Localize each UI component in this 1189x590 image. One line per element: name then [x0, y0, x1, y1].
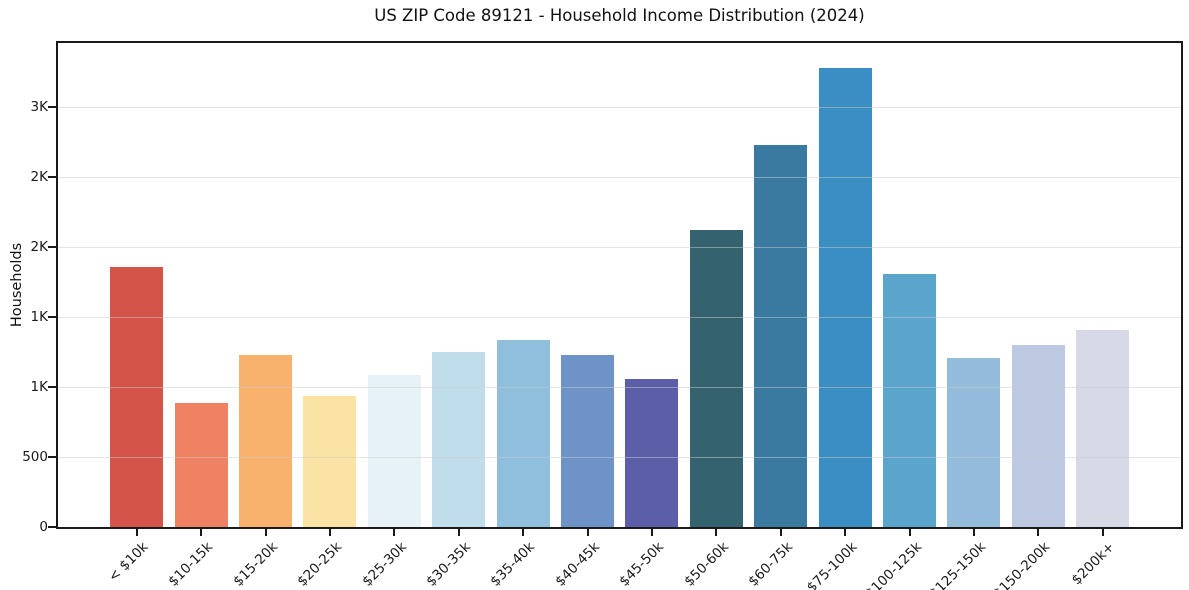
- xtick-mark-14: [1037, 529, 1040, 536]
- ytick-label-1500: 1K: [30, 309, 48, 326]
- ytick-label-1000: 1K: [30, 379, 48, 396]
- xtick-mark-1: [200, 529, 203, 536]
- xtick-mark-13: [972, 529, 975, 536]
- bar-10-15k: [174, 402, 228, 527]
- bar-150-200k: [1011, 345, 1065, 527]
- xtick-label-100-125k: $100-125k: [862, 539, 925, 590]
- ytick-label-3000: 3K: [30, 99, 48, 116]
- bar-100-125k: [883, 273, 936, 527]
- bar-15-20k: [239, 354, 292, 527]
- xtick-mark-2: [264, 529, 267, 536]
- xtick-label-150-200k: $150-200k: [990, 539, 1054, 590]
- ytick-mark-500: [48, 456, 56, 459]
- xtick-label-50-60k: $50-60k: [680, 539, 732, 590]
- bar-45-50k: [625, 378, 679, 527]
- bar-35-40k: [496, 339, 550, 527]
- xtick-mark-11: [844, 529, 847, 536]
- ytick-label-0: 0: [39, 519, 48, 535]
- bar-20-25k: [303, 396, 357, 527]
- bar-40-45k: [561, 354, 614, 527]
- xtick-mark-3: [328, 529, 331, 536]
- spine-bottom: [56, 527, 1183, 529]
- xtick-mark-4: [393, 529, 396, 536]
- bar-60-75k: [754, 145, 808, 527]
- xtick-label-200k: $200k+: [1068, 539, 1119, 589]
- xtick-label-20-25k: $20-25k: [294, 539, 346, 590]
- bar-25-30k: [367, 374, 421, 527]
- xtick-mark-12: [908, 529, 911, 536]
- xtick-label-75-100k: $75-100k: [803, 539, 861, 590]
- xtick-label-60-75k: $60-75k: [745, 539, 797, 590]
- xtick-label-10k: < $10k: [105, 539, 153, 586]
- ytick-label-500: 500: [22, 449, 48, 466]
- xtick-label-15-20k: $15-20k: [230, 539, 281, 590]
- xtick-mark-0: [135, 529, 138, 536]
- ytick-mark-3000: [48, 106, 56, 109]
- xtick-mark-10: [779, 529, 782, 536]
- ytick-mark-2500: [48, 176, 56, 179]
- ytick-label-2000: 2K: [30, 239, 48, 256]
- xtick-mark-9: [715, 529, 718, 536]
- spine-right: [1181, 41, 1183, 529]
- bar-75-100k: [818, 68, 872, 527]
- ytick-label-2500: 2K: [30, 169, 48, 186]
- xtick-label-25-30k: $25-30k: [358, 539, 410, 590]
- xtick-label-125-150k: $125-150k: [926, 539, 990, 590]
- xtick-mark-15: [1101, 529, 1104, 536]
- ytick-mark-1500: [48, 316, 56, 319]
- xtick-label-30-35k: $30-35k: [423, 539, 475, 590]
- xtick-mark-5: [457, 529, 460, 536]
- xtick-label-45-50k: $45-50k: [616, 539, 668, 590]
- bars-layer: [58, 43, 1181, 527]
- ytick-mark-2000: [48, 246, 56, 249]
- bar-50-60k: [689, 230, 743, 527]
- chart-title: US ZIP Code 89121 - Household Income Dis…: [374, 6, 865, 25]
- bar-200k: [1076, 329, 1130, 527]
- xtick-label-10-15k: $10-15k: [165, 539, 217, 590]
- plot-area: [58, 43, 1181, 527]
- ytick-mark-0: [48, 526, 56, 528]
- xtick-mark-6: [522, 529, 525, 536]
- xtick-mark-8: [650, 529, 653, 536]
- xtick-label-40-45k: $40-45k: [552, 539, 603, 590]
- xtick-mark-7: [586, 529, 589, 536]
- bar-10k: [110, 266, 164, 527]
- spine-top: [56, 41, 1183, 43]
- xtick-label-35-40k: $35-40k: [487, 539, 539, 590]
- spine-left: [56, 41, 58, 529]
- ytick-mark-1000: [48, 386, 56, 389]
- bar-30-35k: [432, 352, 486, 527]
- bar-125-150k: [947, 357, 1001, 527]
